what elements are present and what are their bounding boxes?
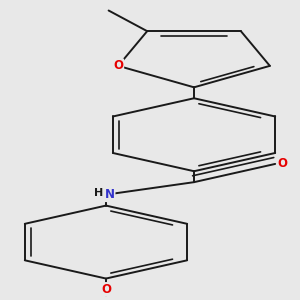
Text: O: O: [113, 59, 123, 72]
Text: O: O: [278, 158, 288, 170]
Text: O: O: [101, 283, 111, 296]
Text: N: N: [104, 188, 115, 201]
Text: H: H: [94, 188, 103, 198]
